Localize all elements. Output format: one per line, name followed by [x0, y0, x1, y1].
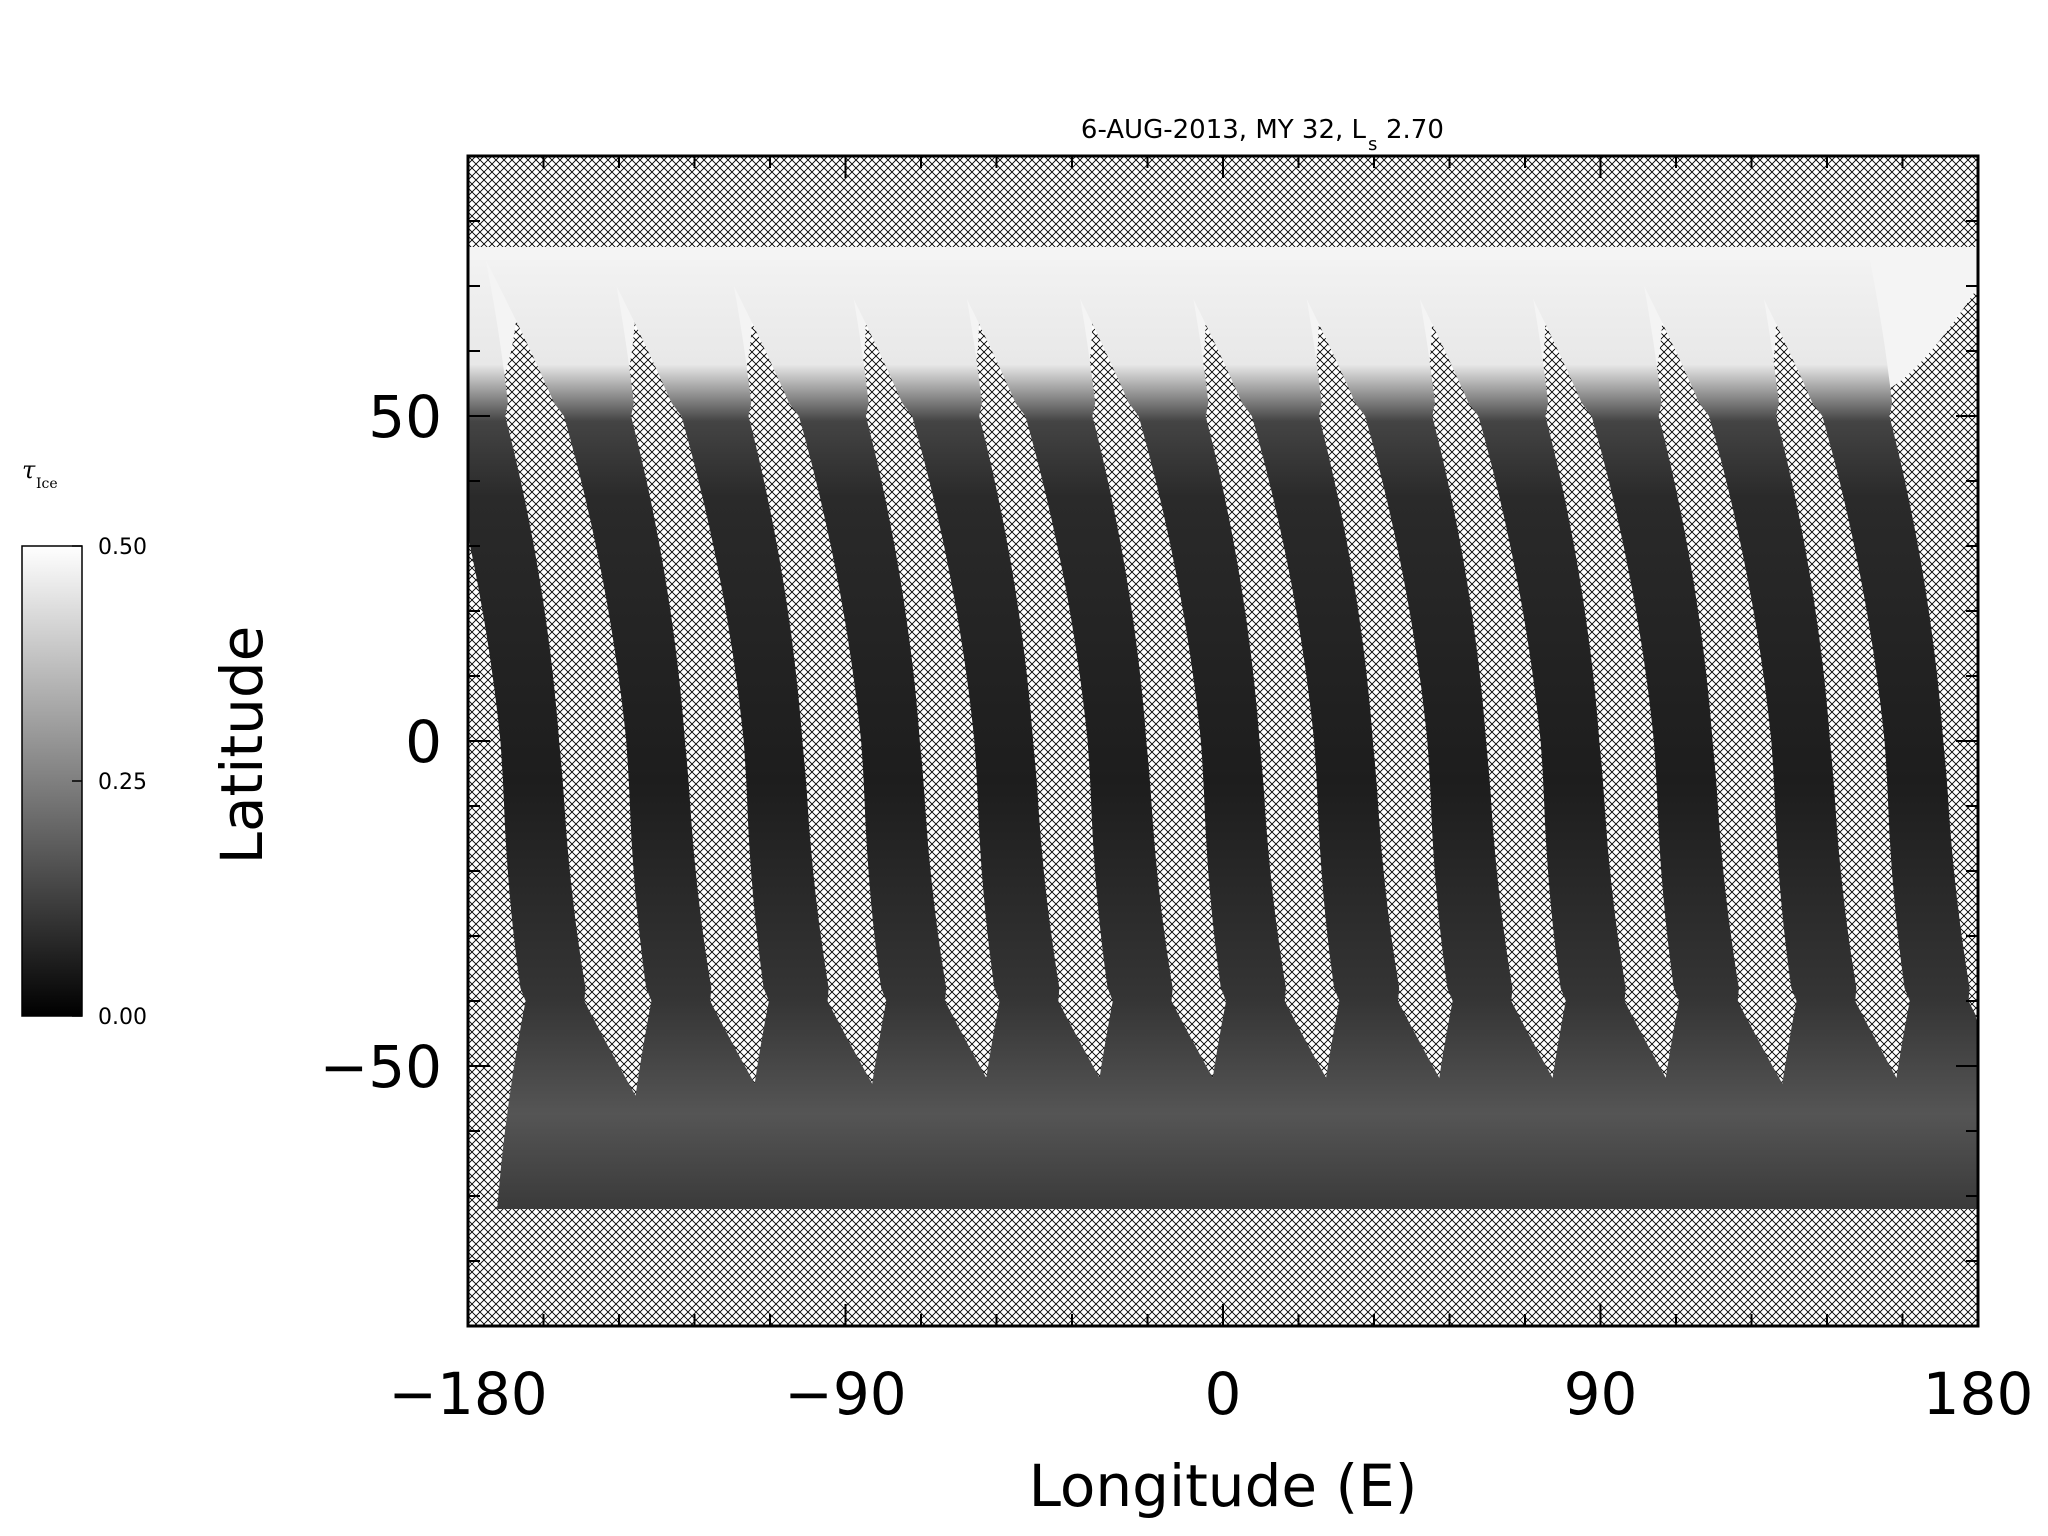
swath-3 — [603, 260, 947, 1209]
colorbar: τ Ice 0.50 0.25 0.00 — [21, 456, 147, 1030]
colorbar-ticks: 0.50 0.25 0.00 — [72, 535, 147, 1030]
swath-12 — [1630, 260, 1975, 1209]
swath-4 — [720, 260, 1065, 1209]
colorbar-tick-label: 0.00 — [98, 1005, 147, 1030]
y-tick-labels: 50 0 −50 — [320, 383, 442, 1101]
x-tick-labels: −180 −90 0 90 180 — [388, 1360, 2033, 1428]
x-tick-label: 90 — [1564, 1360, 1638, 1428]
y-tick-label: 0 — [405, 708, 442, 776]
y-tick-label: 50 — [368, 383, 442, 451]
x-tick-label: 0 — [1205, 1360, 1242, 1428]
x-tick-label: 180 — [1923, 1360, 2034, 1428]
colorbar-tick-label: 0.25 — [98, 770, 147, 795]
chart-title-subscript: s — [1368, 134, 1377, 155]
swath-7 — [1060, 260, 1405, 1209]
colorbar-tick-label: 0.50 — [98, 535, 147, 560]
swath-9 — [1286, 260, 1631, 1209]
tick-marks — [467, 156, 1979, 1326]
swath-1 — [468, 260, 704, 1209]
y-tick-label: −50 — [320, 1033, 442, 1101]
colorbar-title: τ — [22, 456, 36, 484]
swath-6 — [947, 260, 1291, 1209]
swath-10 — [1400, 260, 1744, 1209]
x-tick-label: −90 — [784, 1360, 906, 1428]
swath-2 — [485, 260, 830, 1209]
plot-area — [466, 154, 1980, 1328]
colorbar-title-subscript: Ice — [36, 476, 58, 492]
x-tick-label: −180 — [388, 1360, 547, 1428]
swath-11 — [1513, 260, 1858, 1209]
chart-title-value: 2.70 — [1386, 115, 1444, 145]
chart-title: 6-AUG-2013, MY 32, L — [1081, 115, 1367, 145]
y-axis-label: Latitude — [208, 626, 276, 865]
swath-13 — [1744, 260, 1978, 1209]
x-axis-label: Longitude (E) — [1029, 1452, 1418, 1520]
swath-8 — [1173, 260, 1518, 1209]
swath-layer — [468, 260, 1978, 1209]
swath-5 — [833, 260, 1178, 1209]
